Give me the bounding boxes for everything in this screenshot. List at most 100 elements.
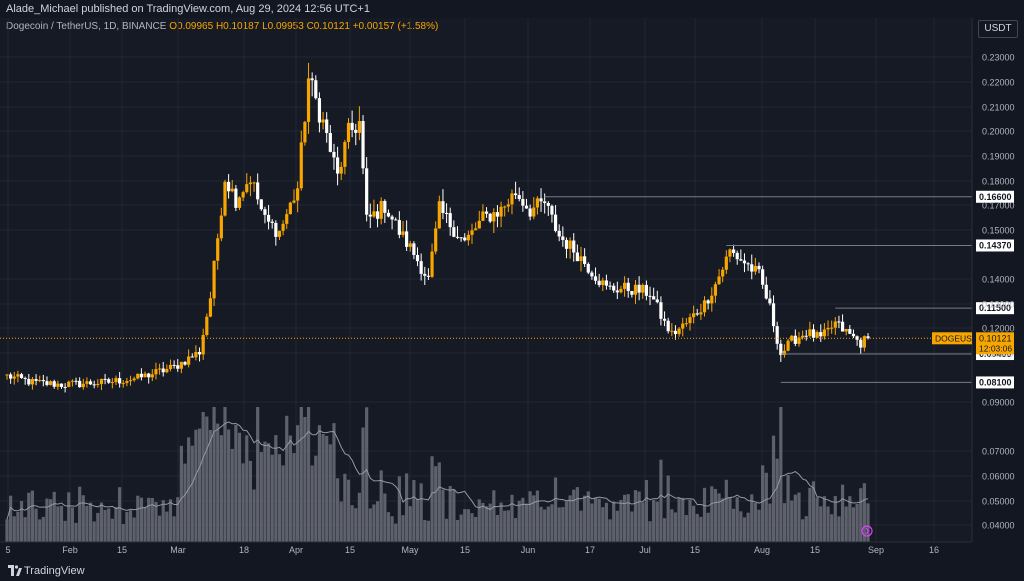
volume-bar: [855, 504, 859, 542]
candle-body: [288, 202, 292, 215]
candle-body: [666, 320, 670, 332]
candle-body: [455, 236, 460, 238]
candle-body: [553, 214, 558, 231]
price-tick-label: 0.09000: [982, 398, 1015, 408]
volume-bar: [677, 498, 681, 542]
candle-body: [499, 206, 503, 217]
candle-body: [368, 214, 372, 217]
candle-body: [495, 212, 500, 217]
volume-bar: [822, 496, 827, 542]
candle-body: [45, 381, 49, 385]
volume-bar: [597, 498, 601, 542]
candle-body: [644, 284, 648, 296]
volume-bar: [412, 480, 416, 542]
volume-bar: [201, 411, 205, 542]
volume-bar: [444, 518, 449, 542]
candle-body: [212, 260, 216, 299]
candle-body: [771, 303, 776, 327]
volume-bar: [154, 501, 158, 542]
price-tick-label: 0.15000: [982, 226, 1015, 236]
volume-bar: [757, 509, 761, 542]
volume-bar: [128, 510, 133, 542]
candle-body: [375, 211, 380, 219]
volume-bar: [430, 456, 434, 542]
candle-body: [706, 300, 710, 304]
candle-body: [535, 198, 540, 208]
chart-pane[interactable]: [0, 18, 972, 542]
volume-bar: [386, 512, 391, 542]
candle-body: [717, 276, 721, 285]
volume-bar: [165, 511, 169, 542]
currency-button[interactable]: USDT: [978, 20, 1018, 38]
candle-body: [270, 221, 274, 223]
candle-body: [441, 201, 445, 213]
candle-body: [532, 207, 536, 217]
volume-bar: [612, 501, 616, 542]
candle-body: [208, 298, 213, 317]
volume-bar: [837, 516, 841, 542]
price-axis[interactable]: 0.23000 0.22000 0.21000 0.20000 0.19000 0.180…: [971, 18, 1015, 542]
volume-bar: [125, 511, 129, 542]
volume-bar: [328, 444, 332, 542]
candle-body: [677, 328, 681, 335]
volume-bar: [227, 429, 231, 542]
volume-bar: [107, 508, 111, 542]
candle-body: [626, 282, 630, 292]
volume-bar: [495, 515, 500, 542]
candle-body: [176, 365, 180, 369]
candle-body: [444, 212, 449, 214]
candle-body: [339, 166, 343, 174]
candle-body: [437, 201, 441, 229]
candle-body: [41, 380, 45, 382]
volume-bar: [205, 416, 209, 542]
volume-bar: [423, 520, 427, 542]
candle-body: [543, 201, 547, 204]
volume-bar: [553, 477, 558, 542]
candle-body: [114, 378, 118, 383]
time-tick-label: 15: [810, 545, 820, 555]
volume-bar: [790, 500, 794, 542]
price-tag-bg: [976, 332, 1014, 355]
candle-body: [633, 284, 638, 295]
candle-body: [790, 335, 794, 341]
volume-bar: [143, 506, 147, 542]
price-tick-label: 0.06000: [982, 472, 1015, 482]
candle-body: [136, 373, 140, 379]
candle-body: [383, 200, 387, 213]
volume-bar: [372, 504, 376, 542]
event-marker-icon[interactable]: [861, 525, 873, 537]
candle-body: [866, 336, 870, 339]
volume-bar: [819, 506, 823, 542]
candle-body: [474, 228, 478, 231]
level-label: 0.16600: [979, 192, 1012, 202]
volume-bar: [230, 448, 234, 542]
price-tick-label: 0.07000: [982, 447, 1015, 457]
volume-bar: [114, 507, 118, 542]
candles: [5, 62, 870, 393]
candle-body: [797, 337, 801, 344]
volume-bar: [161, 500, 165, 542]
time-axis[interactable]: 5 Feb 15 Mar 18 Apr 15 May 15 Jun 17 Jul 15 Aug 15 Sep 1…: [0, 541, 972, 555]
candle-body: [67, 381, 71, 387]
volume-bar: [539, 506, 543, 542]
volume-bar: [292, 453, 296, 542]
volume-bar: [477, 499, 481, 542]
volume-bar: [194, 429, 198, 542]
volume-bar: [354, 508, 358, 542]
candle-body: [859, 339, 863, 348]
volume-bar: [793, 494, 797, 542]
candle-body: [528, 208, 532, 217]
candle-body: [216, 238, 220, 261]
volume-bar: [561, 507, 565, 542]
volume-bar: [139, 497, 144, 542]
time-tick-label: 18: [239, 545, 249, 555]
volume-bar: [728, 497, 732, 542]
symbol-tag-bg: [932, 332, 972, 345]
candle-body: [764, 284, 768, 299]
candle-body: [619, 288, 623, 293]
volume-bar: [775, 458, 779, 542]
volume-bar: [408, 506, 412, 542]
volume-bar: [459, 514, 463, 542]
volume-bar: [303, 417, 307, 542]
